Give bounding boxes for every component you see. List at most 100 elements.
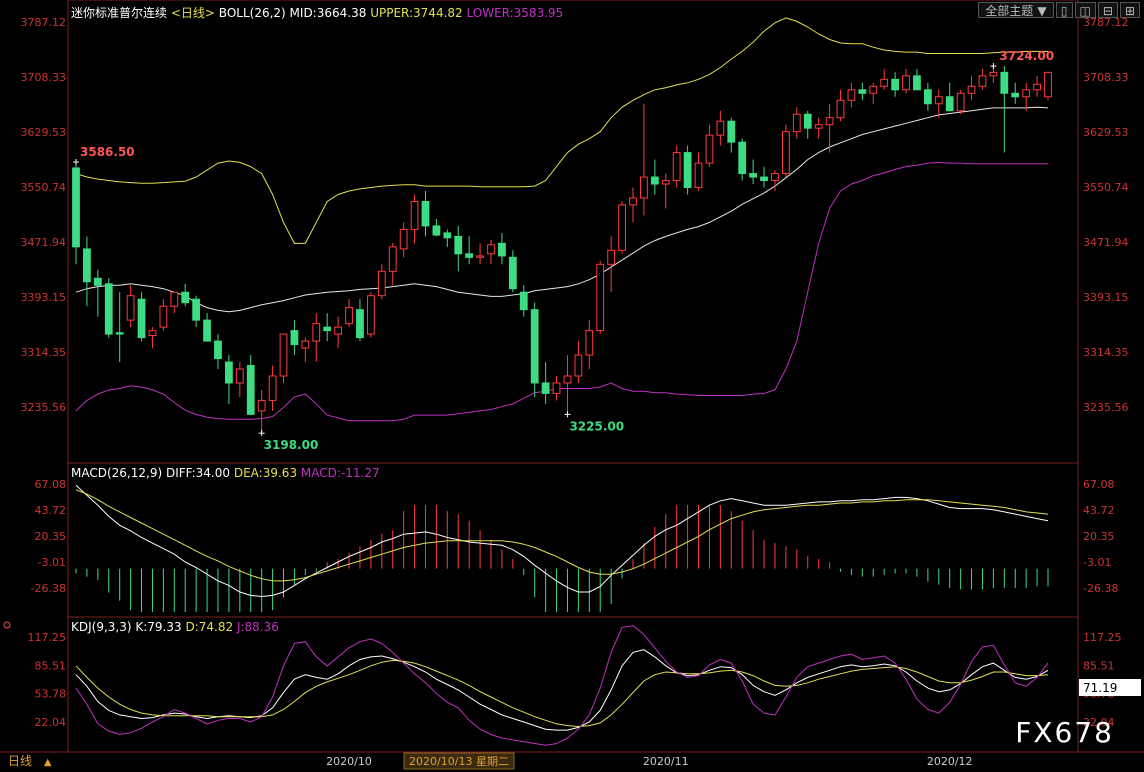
candle-body [312, 323, 321, 342]
price-annotation: 3586.50 [80, 145, 135, 159]
y-tick-label: 3471.94 [1083, 236, 1129, 249]
kdj-k-value: K:79.33 [135, 620, 182, 634]
boll-mid-value: MID:3664.38 [289, 6, 367, 20]
kdj-d-value: D:74.82 [185, 620, 234, 634]
candle-body [705, 134, 714, 164]
candle-body [672, 152, 681, 182]
candle-body [498, 242, 506, 257]
kdj-label: KDJ(9,3,3) [71, 620, 132, 634]
candle-body [902, 75, 910, 91]
macd-dea-value: DEA:39.63 [233, 466, 298, 480]
candle-body [115, 332, 124, 335]
kdj-y-tick: 117.25 [1083, 631, 1122, 644]
candle-body [530, 309, 539, 384]
candle-body [93, 277, 102, 286]
candle-body [978, 75, 987, 87]
candle-body [345, 307, 353, 325]
candle-body [159, 305, 168, 328]
candle-body [1000, 71, 1009, 94]
kdj-k-line [75, 649, 1049, 731]
candle-body [377, 270, 386, 297]
candle-body [716, 120, 725, 136]
boll-lower-value: LOWER:3583.95 [466, 6, 564, 20]
candle-body [137, 298, 146, 339]
y-tick-label: 3550.74 [21, 181, 67, 194]
candle-body [126, 295, 135, 321]
candle-body [847, 89, 856, 101]
candle-body [465, 253, 474, 258]
kdj-y-tick: 117.25 [28, 631, 67, 644]
last-value-tag [1079, 679, 1141, 696]
candle-body [214, 340, 222, 360]
candle-body [923, 89, 932, 105]
candle-body [279, 333, 288, 377]
candle-body [640, 176, 648, 199]
y-tick-label: 3787.12 [1083, 16, 1129, 29]
candle-body [989, 71, 998, 77]
theme-selector[interactable]: 全部主题 ▼ [977, 2, 1054, 18]
candle-body [782, 131, 790, 175]
candle-body [72, 167, 80, 248]
price-annotation: 3225.00 [569, 419, 624, 433]
crosshair-date-box [403, 752, 515, 770]
candle-body [749, 173, 758, 178]
y-tick-label: 3708.33 [1083, 71, 1129, 84]
candle-body [607, 249, 616, 265]
maximize-icon[interactable]: ⊞ [1119, 2, 1140, 18]
macd-y-tick: 67.08 [1083, 478, 1115, 491]
candle-body [880, 78, 889, 87]
minimize-icon[interactable]: ⊟ [1097, 2, 1118, 18]
macd-diff-value: DIFF:34.00 [165, 466, 231, 480]
candle-body [596, 263, 605, 332]
kdj-j-value: J:88.36 [236, 620, 279, 634]
layout-split-icon[interactable]: ◫ [1074, 2, 1096, 18]
candle-body [443, 232, 452, 239]
candle-body [792, 113, 801, 133]
candle-body [257, 399, 266, 412]
candle-body [476, 255, 484, 258]
macd-y-tick: -3.01 [1083, 556, 1111, 569]
macd-hist-value: MACD:-11.27 [300, 466, 380, 480]
x-tick-label: 2020/10 [326, 755, 372, 768]
last-value-text: 71.19 [1083, 681, 1117, 695]
period-tab-label: 日线 [8, 754, 33, 768]
candle-body [956, 92, 965, 112]
y-tick-label: 3235.56 [21, 401, 67, 414]
candle-body [661, 180, 670, 185]
layout-single-icon[interactable]: ▯ [1055, 2, 1073, 18]
candle-body [771, 173, 779, 182]
period-tab[interactable]: 日线 ▲ [0, 752, 70, 770]
x-tick-label: 2020/11 [643, 755, 689, 768]
macd-y-tick: 43.72 [1083, 504, 1115, 517]
boll-mid-line [75, 106, 1049, 313]
y-tick-label: 3787.12 [21, 16, 67, 29]
candle-body [650, 176, 659, 185]
candle-body [366, 295, 375, 335]
macd-y-tick: 20.35 [1083, 530, 1115, 543]
candle-body [934, 96, 943, 105]
candle-body [585, 330, 594, 356]
candle-body [225, 361, 233, 384]
candle-body [323, 326, 332, 332]
period-arrow-icon[interactable]: ▲ [43, 757, 52, 768]
candle-body [454, 235, 463, 255]
candle-body [563, 375, 572, 384]
period-selector[interactable]: <日线> [170, 6, 215, 20]
crosshair-date-label: 2020/10/13 星期二 [409, 755, 509, 768]
macd-dea-line [75, 489, 1049, 582]
candle-body [421, 200, 430, 227]
candle-body [1011, 92, 1020, 98]
price-annotation: 3724.00 [999, 49, 1054, 63]
watermark-logo: FX678 [1015, 716, 1114, 749]
y-tick-label: 3629.53 [21, 126, 67, 139]
candle-body [410, 200, 419, 230]
x-tick-label: 2020/12 [927, 755, 973, 768]
y-tick-label: 3629.53 [1083, 126, 1129, 139]
candle-body [814, 124, 823, 129]
macd-label: MACD(26,12,9) [71, 466, 163, 480]
candle-body [1033, 83, 1041, 91]
kdj-y-tick: 85.51 [1083, 659, 1115, 672]
candle-body [235, 368, 244, 384]
candle-body [290, 330, 299, 346]
